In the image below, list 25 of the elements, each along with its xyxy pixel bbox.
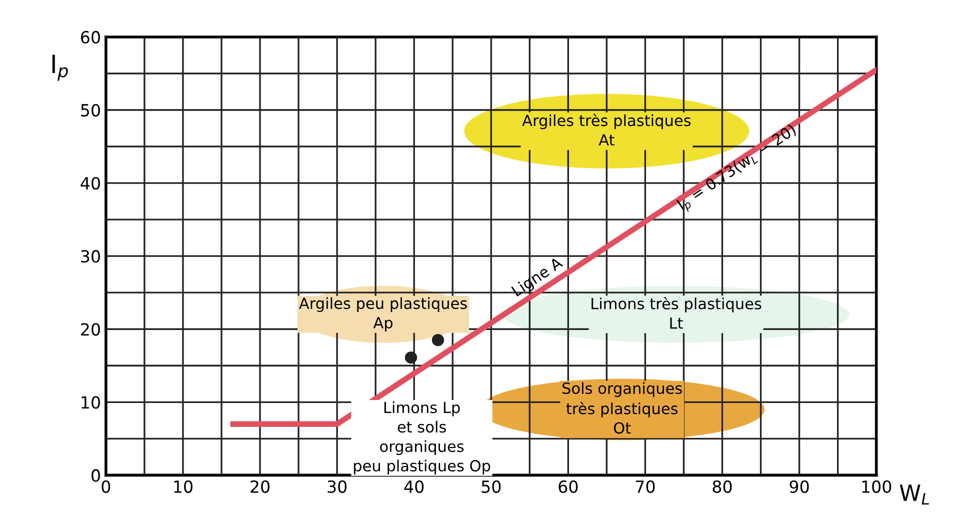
x-tick-label: 0	[102, 480, 110, 493]
x-tick-label: 80	[712, 480, 732, 493]
y-tick-label: 40	[80, 177, 100, 190]
y-tick-label: 20	[81, 323, 100, 336]
x-tick-label: 40	[404, 480, 424, 493]
annotation: Argiles peu plastiques Ap	[299, 297, 467, 332]
x-tick-label: 50	[482, 480, 501, 493]
x-tick-label: 30	[328, 480, 347, 493]
x-axis-title: W$_{L}$	[900, 484, 929, 504]
annotation: Argiles très plastiques At	[522, 114, 691, 146]
y-tick-label: 50	[81, 104, 100, 117]
x-tick-label: 70	[636, 480, 655, 493]
x-tick-label: 60	[558, 480, 578, 493]
y-axis-title: I$_{p}$	[52, 54, 68, 81]
x-tick-label: 20	[250, 480, 270, 493]
annotation: Sols organiques très plastiques Ot	[562, 382, 682, 434]
annotation: Limons Lp et sols organiques peu plastiques Op	[354, 401, 490, 474]
annotation: Limons très plastiques Lt	[592, 296, 762, 329]
y-tick-label: 0	[92, 469, 100, 482]
y-tick-label: 10	[82, 396, 100, 409]
x-tick-label: 100	[862, 480, 892, 493]
x-tick-label: 10	[174, 480, 192, 493]
x-tick-label: 90	[790, 480, 809, 493]
y-tick-label: 30	[81, 250, 100, 263]
y-tick-label: 60	[81, 30, 100, 44]
